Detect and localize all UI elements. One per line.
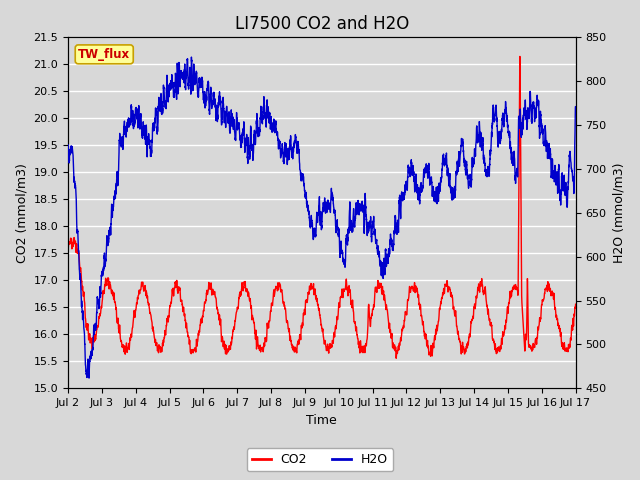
Y-axis label: H2O (mmol/m3): H2O (mmol/m3): [612, 163, 625, 263]
X-axis label: Time: Time: [307, 414, 337, 427]
Legend: CO2, H2O: CO2, H2O: [247, 448, 393, 471]
Text: TW_flux: TW_flux: [78, 48, 131, 61]
Title: LI7500 CO2 and H2O: LI7500 CO2 and H2O: [235, 15, 409, 33]
Y-axis label: CO2 (mmol/m3): CO2 (mmol/m3): [15, 163, 28, 263]
